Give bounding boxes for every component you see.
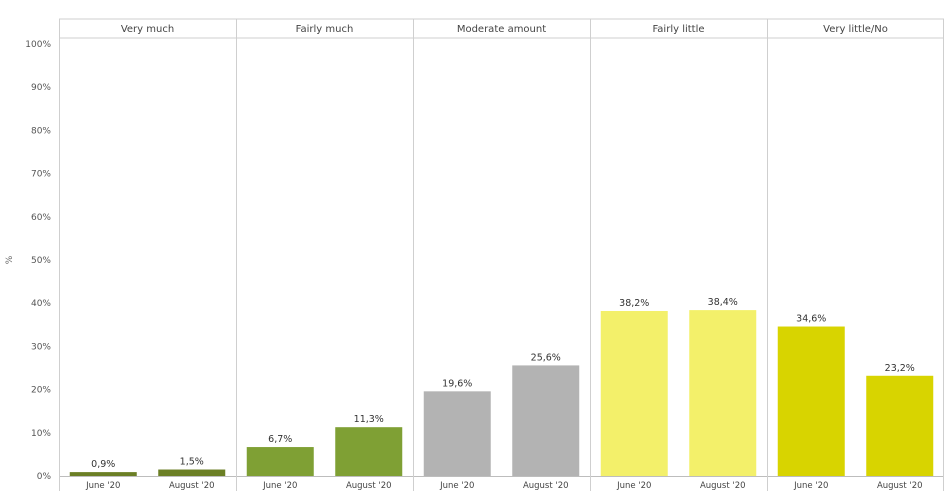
bar [335,427,403,476]
x-tick-label: August '20 [700,481,746,491]
y-tick-label: 10% [31,429,51,439]
y-axis: 0% 10% 20% 30% 40% 50% 60% 70% 80% 90% 100%% [5,40,51,482]
data-label: 6,7% [268,434,292,445]
x-tick-label: June '20 [793,481,828,491]
y-tick-label: 90% [31,83,51,93]
x-tick-label: August '20 [169,481,215,491]
y-axis-label: % [5,255,15,264]
bar [69,472,137,476]
data-label: 38,4% [708,297,738,308]
bar [246,447,314,476]
data-label: 25,6% [531,352,561,363]
data-label: 1,5% [180,457,204,468]
bar [866,375,934,476]
bar [600,310,668,476]
panel: Moderate amount 19,6% June '20 25,6% August … [413,19,580,491]
y-tick-label: 70% [31,170,51,180]
x-tick-label: August '20 [523,481,569,491]
data-label: 23,2% [885,363,915,374]
bar [777,326,845,476]
panel-title: Fairly little [652,24,704,35]
y-tick-label: 100% [25,40,51,50]
panel-title: Very much [121,24,174,35]
data-label: 19,6% [442,378,472,389]
bar [512,365,580,476]
x-tick-label: June '20 [262,481,297,491]
panel: Fairly much 6,7% June '20 11,3% August '20 [236,19,403,491]
data-label: 0,9% [91,459,115,470]
bar [158,469,226,476]
y-tick-label: 60% [31,213,51,223]
bar [689,310,757,476]
bar [423,391,491,476]
x-tick-label: August '20 [877,481,923,491]
x-tick-label: June '20 [439,481,474,491]
panel: Very much 0,9% June '20 1,5% August '20 [59,19,226,491]
panel: Fairly little 38,2% June '20 38,4% August '2… [590,19,757,491]
x-tick-label: June '20 [85,481,120,491]
data-label: 34,6% [796,314,826,325]
y-tick-label: 80% [31,126,51,136]
y-tick-label: 30% [31,342,51,352]
panel-title: Fairly much [296,24,354,35]
panel: Very little/No 34,6% June '20 23,2% August '… [767,19,934,491]
data-label: 11,3% [354,414,384,425]
y-tick-label: 20% [31,386,51,396]
panel-title: Moderate amount [457,24,546,35]
y-tick-label: 0% [37,472,52,482]
panel-title: Very little/No [823,24,888,35]
data-label: 38,2% [619,298,649,309]
x-tick-label: August '20 [346,481,392,491]
x-tick-label: June '20 [616,481,651,491]
y-tick-label: 50% [31,256,51,266]
y-tick-label: 40% [31,299,51,309]
